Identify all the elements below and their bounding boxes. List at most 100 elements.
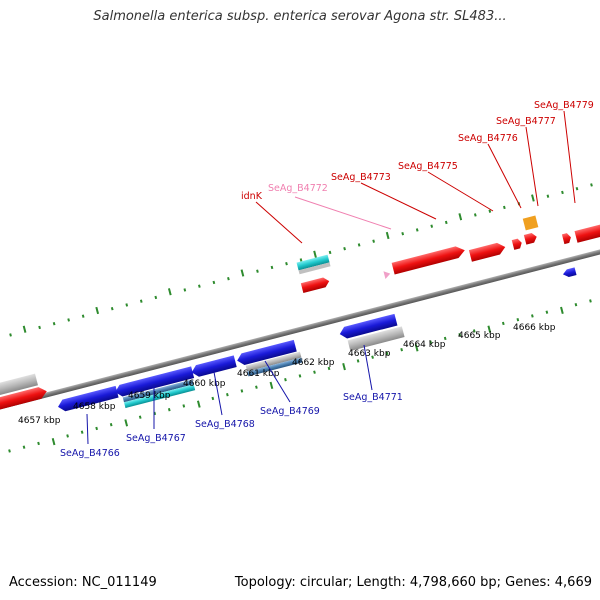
minor-tick: [313, 370, 316, 374]
gene-label[interactable]: SeAg_B4768: [195, 419, 255, 430]
forward-features: [0, 215, 600, 421]
callout-line: [487, 143, 522, 209]
minor-tick: [429, 340, 433, 344]
minor-tick: [327, 366, 331, 371]
gene-label[interactable]: SeAg_B4775: [398, 161, 458, 172]
major-tick: [95, 306, 100, 315]
minor-tick: [8, 449, 11, 453]
callout-line: [427, 171, 494, 212]
scale-labels: 4657 kbp 4658 kbp 4659 kbp 4660 kbp 4661 kbp…: [18, 323, 556, 426]
gene-SeAg_B4777[interactable]: [523, 232, 538, 245]
minor-tick: [415, 228, 419, 232]
minor-tick: [574, 302, 578, 307]
minor-tick: [95, 426, 98, 431]
cds-feature[interactable]: [245, 351, 302, 372]
minor-tick: [125, 303, 129, 307]
gene-label[interactable]: idnK: [241, 191, 263, 202]
gene-label[interactable]: SeAg_B4779: [534, 100, 594, 111]
minor-tick: [109, 422, 113, 427]
scale-label: 4661 kbp: [237, 369, 280, 379]
minor-tick: [154, 295, 158, 300]
cds-feature[interactable]: [298, 262, 331, 275]
gene-feature[interactable]: [562, 267, 577, 278]
minor-tick: [328, 250, 332, 255]
orange-feature[interactable]: [522, 215, 539, 231]
minor-tick: [240, 389, 244, 393]
cds-feature[interactable]: [122, 379, 194, 403]
scale-label: 4657 kbp: [18, 416, 61, 426]
minor-tick: [356, 359, 360, 363]
map-title: Salmonella enterica subsp. enterica sero…: [93, 9, 507, 24]
cds-feature[interactable]: [296, 254, 330, 271]
minor-tick: [472, 329, 476, 333]
gene-SeAg_B4779[interactable]: [561, 232, 572, 245]
minor-tick: [285, 262, 288, 266]
cds-feature[interactable]: [347, 326, 405, 352]
gene-SeAg_B4766[interactable]: [57, 385, 119, 413]
accession-label: Accession: NC_011149: [9, 575, 157, 590]
minor-tick: [212, 280, 216, 285]
minor-tick: [298, 374, 302, 378]
major-tick: [458, 213, 463, 221]
minor-tick: [284, 377, 287, 382]
gene-SeAg_B4767[interactable]: [114, 366, 195, 398]
minor-tick: [488, 209, 492, 213]
major-tick: [385, 231, 390, 240]
gene-label[interactable]: SeAg_B4766: [60, 448, 120, 459]
gene-label[interactable]: SeAg_B4767: [126, 433, 186, 444]
minor-tick: [211, 396, 215, 401]
major-tick: [269, 381, 274, 389]
gene-SeAg_B4771[interactable]: [338, 313, 398, 340]
gene-SeAg_B4775[interactable]: [468, 241, 507, 262]
gene-label[interactable]: SeAg_B4773: [331, 172, 391, 183]
minor-tick: [443, 336, 447, 341]
gene-label[interactable]: SeAg_B4777: [496, 116, 556, 127]
gene-feature[interactable]: [574, 219, 600, 243]
minor-tick: [444, 220, 448, 225]
gene-feature[interactable]: [0, 373, 38, 407]
gene-SeAg_B4772[interactable]: [383, 270, 391, 279]
major-tick: [196, 400, 201, 408]
gene-SeAg_B4769[interactable]: [236, 339, 297, 367]
minor-tick: [372, 239, 375, 243]
gene-idnK[interactable]: [300, 276, 331, 293]
minor-tick: [590, 183, 593, 187]
callout-line: [213, 371, 223, 416]
major-tick: [414, 344, 419, 352]
minor-tick: [546, 194, 550, 198]
scale-label: 4664 kbp: [403, 340, 446, 350]
gene-SeAg_B4776[interactable]: [511, 238, 523, 250]
callout-line: [563, 110, 576, 204]
gene-label[interactable]: SeAg_B4776: [458, 133, 518, 144]
minor-tick: [139, 299, 143, 303]
gene-label[interactable]: SeAg_B4769: [260, 406, 320, 417]
minor-tick: [516, 317, 520, 322]
gene-feature[interactable]: [0, 385, 48, 421]
minor-tick: [545, 310, 549, 314]
minor-tick: [255, 385, 258, 389]
minor-tick: [227, 277, 230, 281]
gene-label[interactable]: SeAg_B4772: [268, 183, 328, 194]
gene-SeAg_B4768[interactable]: [190, 355, 237, 378]
minor-tick: [198, 284, 201, 288]
major-tick: [167, 288, 172, 296]
gene-SeAg_B4773[interactable]: [391, 244, 467, 275]
minor-tick: [371, 355, 374, 359]
minor-tick: [81, 314, 85, 318]
cds-feature[interactable]: [123, 384, 196, 409]
cds-feature[interactable]: [247, 357, 303, 377]
callout-line: [264, 360, 291, 403]
major-tick: [124, 419, 129, 427]
gene-label[interactable]: SeAg_B4771: [343, 392, 403, 403]
genome-summary: Topology: circular; Length: 4,798,660 bp…: [234, 575, 592, 590]
minor-tick: [52, 322, 56, 326]
minor-tick: [167, 407, 171, 412]
major-tick: [22, 325, 27, 333]
minor-tick: [385, 351, 389, 356]
major-tick: [313, 250, 317, 258]
minor-tick: [299, 258, 303, 262]
minor-tick: [589, 299, 592, 303]
minor-tick: [575, 187, 579, 191]
